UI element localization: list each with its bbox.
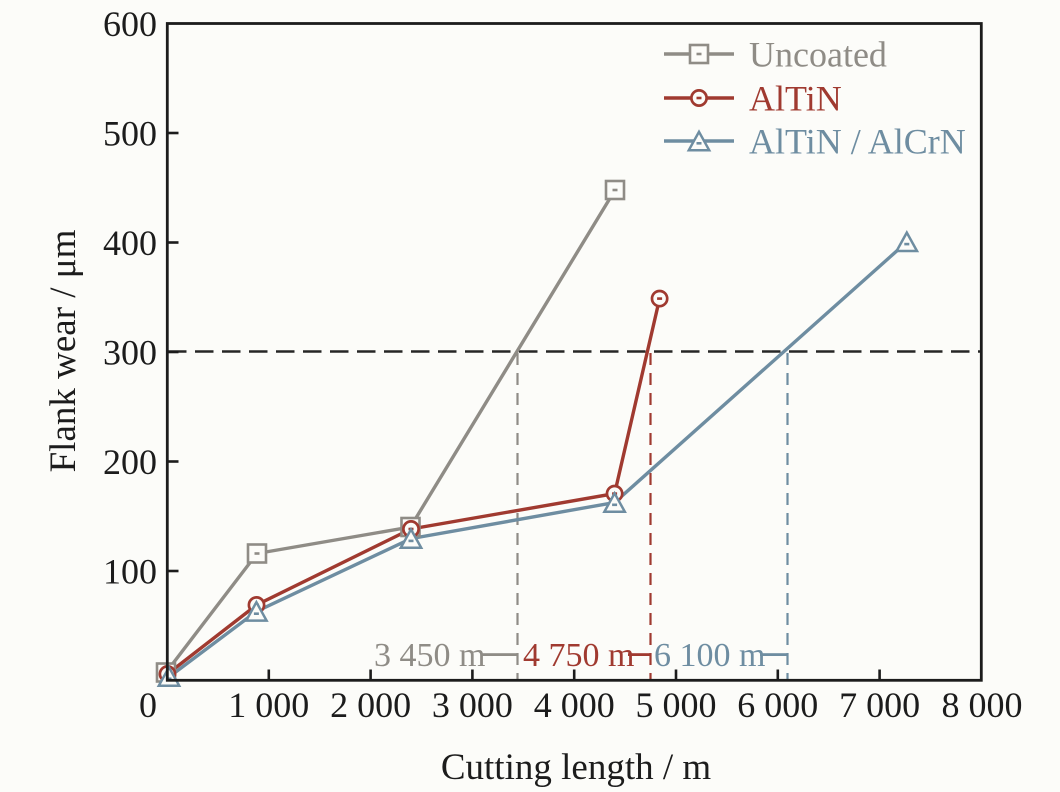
svg-text:5 000: 5 000 xyxy=(636,685,717,725)
svg-text:AlTiN: AlTiN xyxy=(749,79,842,119)
svg-text:600: 600 xyxy=(103,4,157,44)
svg-text:AlTiN / AlCrN: AlTiN / AlCrN xyxy=(749,122,966,162)
svg-text:300: 300 xyxy=(103,333,157,373)
svg-text:6 100 m: 6 100 m xyxy=(654,637,765,674)
svg-text:3 450 m: 3 450 m xyxy=(374,637,485,674)
svg-text:2 000: 2 000 xyxy=(330,685,411,725)
svg-text:4 750 m: 4 750 m xyxy=(523,637,634,674)
svg-text:0: 0 xyxy=(139,685,157,725)
svg-text:400: 400 xyxy=(103,223,157,263)
svg-text:Cutting length / m: Cutting length / m xyxy=(441,747,712,788)
svg-text:500: 500 xyxy=(103,114,157,154)
svg-text:Uncoated: Uncoated xyxy=(749,35,887,75)
svg-text:100: 100 xyxy=(103,552,157,592)
svg-text:7 000: 7 000 xyxy=(839,685,920,725)
svg-text:4 000: 4 000 xyxy=(534,685,615,725)
svg-text:Flank wear / μm: Flank wear / μm xyxy=(43,229,84,472)
svg-text:3 000: 3 000 xyxy=(432,685,513,725)
svg-text:6 000: 6 000 xyxy=(737,685,818,725)
svg-text:8 000: 8 000 xyxy=(942,685,1023,725)
svg-text:200: 200 xyxy=(103,442,157,482)
svg-text:1 000: 1 000 xyxy=(228,685,309,725)
